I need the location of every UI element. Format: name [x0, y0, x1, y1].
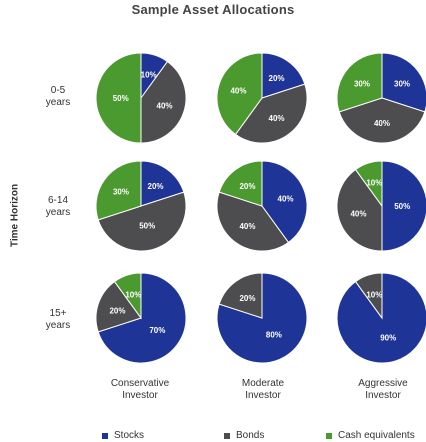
row-label-line1: 0-5	[50, 85, 66, 96]
slice-label-cash-equivalents: 30%	[113, 187, 129, 196]
pie-slice-bonds	[216, 191, 290, 252]
pie-slice-cash-equivalents	[113, 272, 142, 320]
slice-label-bonds: 40%	[239, 222, 255, 231]
row-label-line2: years	[45, 207, 71, 218]
pie-slice-stocks	[381, 52, 426, 113]
pie-slice-bonds	[140, 60, 187, 144]
legend-item-stocks: Stocks	[102, 430, 144, 441]
slice-label-cash-equivalents: 30%	[354, 79, 370, 88]
legend-swatch-stocks	[102, 432, 108, 439]
pie-slice-bonds	[336, 168, 383, 252]
pie-slice-stocks	[140, 160, 185, 207]
column-label-line2: Investor	[122, 390, 158, 401]
column-label-line1: Conservative	[110, 378, 170, 389]
slice-label-cash-equivalents: 10%	[125, 290, 141, 299]
row-label-line2: years	[45, 97, 71, 108]
slice-label-stocks: 90%	[380, 333, 396, 342]
pie-slice-bonds	[95, 280, 142, 333]
slice-label-stocks: 80%	[266, 330, 282, 339]
pie-slice-cash-equivalents	[95, 160, 142, 221]
slice-label-bonds: 40%	[269, 114, 285, 123]
slice-label-stocks: 30%	[394, 79, 410, 88]
pie-slice-bonds	[218, 272, 263, 319]
slice-label-cash-equivalents: 50%	[113, 94, 129, 103]
pie-slice-stocks	[381, 160, 426, 252]
pie-15-years-conservative-investor: 70% 20%10%	[95, 272, 187, 364]
row-label-line2: years	[45, 320, 71, 331]
legend-label: Bonds	[236, 430, 265, 441]
legend-swatch-bonds	[224, 432, 230, 439]
row-label-0-5-years: 0-5 years	[38, 85, 78, 109]
pie-slice-cash-equivalents	[218, 160, 263, 207]
pie-0-5-years-moderate-investor: 20% 40% 40%	[216, 52, 308, 144]
slice-label-bonds: 20%	[239, 294, 255, 303]
legend-item-bonds: Bonds	[224, 430, 264, 441]
pie-slice-bonds	[97, 191, 187, 252]
slice-label-cash-equivalents: 40%	[230, 86, 246, 95]
row-label-15-plus-years: 15+ years	[38, 308, 78, 332]
pie-slice-stocks	[97, 272, 187, 364]
row-label-line1: 6-14	[47, 195, 68, 206]
slice-label-stocks: 10%	[141, 70, 157, 79]
pie-slice-stocks	[261, 160, 308, 244]
slice-label-bonds: 40%	[157, 102, 173, 111]
pie-slice-cash-equivalents	[354, 160, 383, 208]
pie-15-years-moderate-investor: 80% 20%	[216, 272, 308, 364]
pie-slice-cash-equivalents	[95, 52, 142, 144]
row-label-line1: 15+	[49, 308, 67, 319]
pie-6-14-years-moderate-investor: 40% 40% 20%	[216, 160, 308, 252]
slice-label-stocks: 20%	[148, 182, 164, 191]
pie-15-years-aggressive-investor: 90% 10%	[336, 272, 426, 364]
pie-slice-bonds	[338, 97, 426, 144]
row-label-6-14-years: 6-14 years	[38, 195, 78, 219]
pie-slice-bonds	[354, 272, 383, 320]
legend-label: Cash equivalents	[338, 430, 415, 441]
pie-6-14-years-aggressive-investor: 50% 40% 10%	[336, 160, 426, 252]
chart-title: Sample Asset Allocations	[131, 2, 295, 17]
pie-slice-cash-equivalents	[336, 52, 383, 113]
slice-label-stocks: 20%	[269, 74, 285, 83]
slice-label-stocks: 50%	[394, 202, 410, 211]
column-label-line1: Aggressive	[358, 378, 408, 389]
slice-label-bonds: 10%	[366, 290, 382, 299]
column-label-moderate: Moderate Investor	[213, 378, 313, 402]
column-label-line1: Moderate	[241, 378, 285, 389]
column-label-conservative: Conservative Investor	[90, 378, 190, 402]
slice-label-stocks: 70%	[149, 326, 165, 335]
legend-item-cash-equivalents: Cash equivalents	[326, 430, 415, 441]
pie-0-5-years-conservative-investor: 10% 40% 50%	[95, 52, 187, 144]
column-label-line2: Investor	[245, 390, 281, 401]
pie-slice-stocks	[261, 52, 306, 99]
slice-label-bonds: 50%	[139, 221, 155, 230]
slice-label-bonds: 40%	[374, 119, 390, 128]
slice-label-cash-equivalents: 20%	[239, 182, 255, 191]
pie-slice-bonds	[234, 83, 308, 144]
column-label-aggressive: Aggressive Investor	[333, 378, 426, 402]
pie-0-5-years-aggressive-investor: 30% 40% 30%	[336, 52, 426, 144]
slice-label-stocks: 40%	[278, 194, 294, 203]
pie-6-14-years-conservative-investor: 20% 50% 30%	[95, 160, 187, 252]
slice-label-bonds: 20%	[109, 306, 125, 315]
column-label-line2: Investor	[365, 390, 401, 401]
slice-label-bonds: 40%	[350, 210, 366, 219]
legend-label: Stocks	[114, 430, 145, 441]
pie-slice-cash-equivalents	[216, 52, 263, 136]
legend-swatch-cash-equivalents	[326, 432, 332, 439]
slice-label-cash-equivalents: 10%	[366, 178, 382, 187]
